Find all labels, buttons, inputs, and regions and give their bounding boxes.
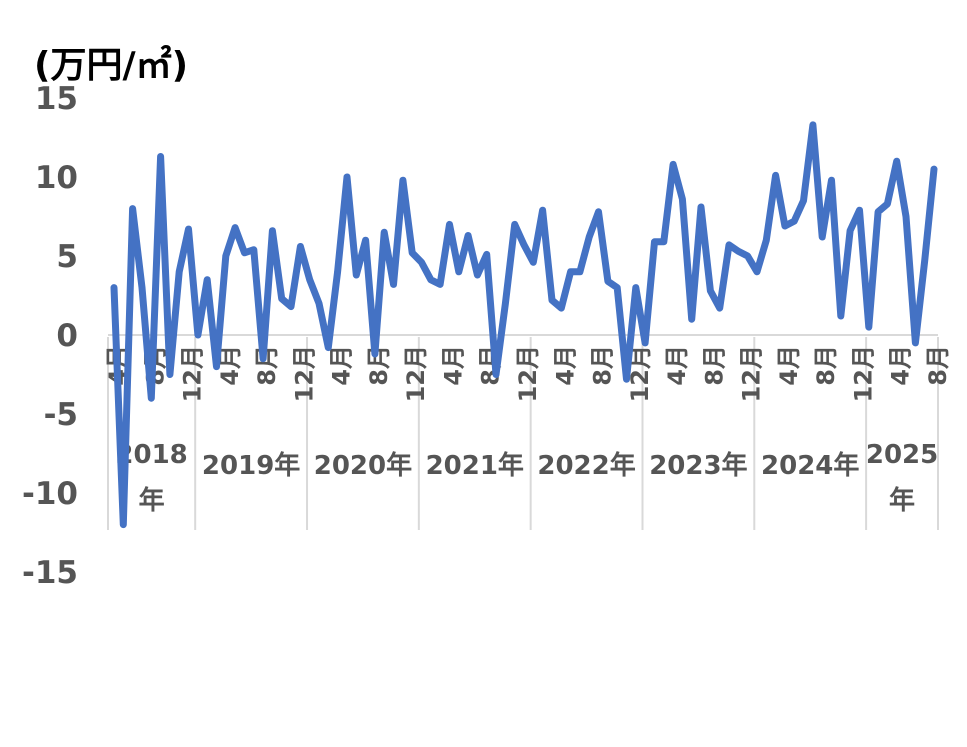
y-tick-label: 0 <box>56 318 78 354</box>
x-axis: 4月 8月 12月 4月 8月 12月 4月 8月 12月 4月 8月 12月 4月 8月 12月 4月 8月 1… <box>104 334 952 530</box>
y-tick-label: -15 <box>22 555 78 591</box>
year-label: 2022年 <box>537 450 635 481</box>
year-label-suffix: 年 <box>889 485 915 516</box>
x-tick-label: 4月 <box>439 345 467 386</box>
x-tick-label: 12月 <box>179 345 207 402</box>
x-tick-label: 4月 <box>663 345 691 386</box>
x-tick-label: 12月 <box>290 345 318 402</box>
year-label: 2019年 <box>202 450 300 481</box>
y-tick-label: 10 <box>35 160 78 196</box>
x-tick-label: 8月 <box>589 345 617 386</box>
x-tick-label: 12月 <box>514 345 542 402</box>
year-label-suffix: 年 <box>139 485 165 516</box>
y-tick-label: -10 <box>22 476 78 512</box>
x-tick-label: 8月 <box>812 345 840 386</box>
x-tick-label: 12月 <box>402 345 430 402</box>
year-label: 2020年 <box>314 450 412 481</box>
x-tick-label: 12月 <box>738 345 766 402</box>
x-tick-label: 8月 <box>924 345 952 386</box>
year-label: 2023年 <box>649 450 747 481</box>
year-label: 2024年 <box>761 450 859 481</box>
y-tick-label: 15 <box>35 81 78 117</box>
x-tick-label: 4月 <box>887 345 915 386</box>
year-label: 2021年 <box>426 450 524 481</box>
y-tick-label: 5 <box>56 239 78 275</box>
series-layer <box>110 121 938 529</box>
series-line <box>110 121 938 529</box>
y-tick-label: -5 <box>44 397 78 433</box>
x-tick-label: 4月 <box>775 345 803 386</box>
x-tick-label: 8月 <box>365 345 393 386</box>
x-tick-label: 8月 <box>700 345 728 386</box>
x-tick-label: 4月 <box>551 345 579 386</box>
x-tick-label: 4月 <box>328 345 356 386</box>
year-label: 2025 <box>866 440 938 470</box>
x-tick-label: 12月 <box>849 345 877 402</box>
y-axis-ticks: 15 10 5 0 -5 -10 -15 <box>22 81 78 591</box>
y-axis-unit-label: (万円/㎡) <box>34 45 189 86</box>
